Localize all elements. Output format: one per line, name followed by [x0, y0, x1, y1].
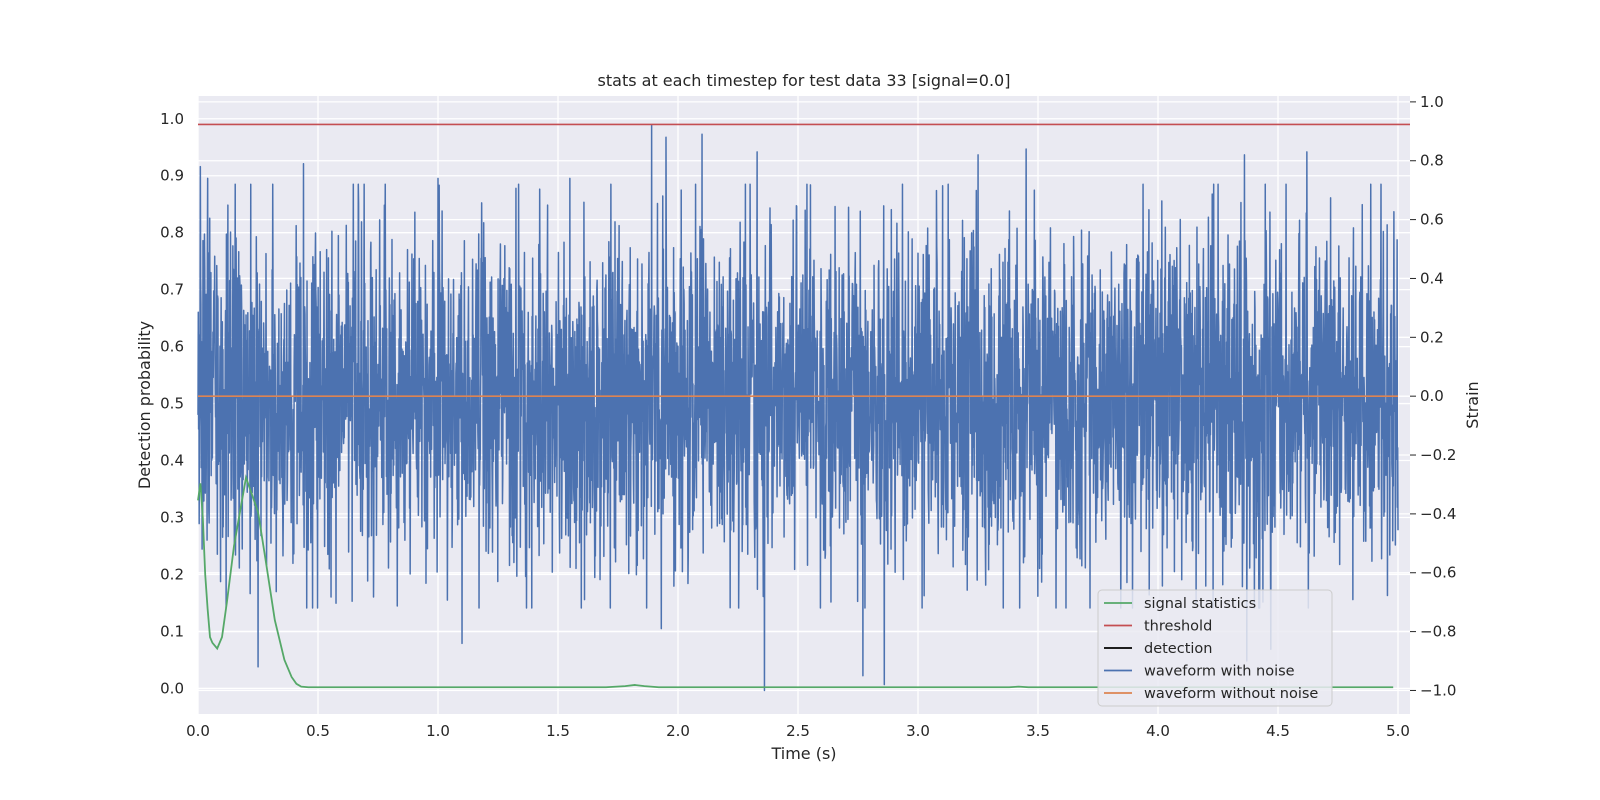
legend-label: threshold — [1144, 619, 1212, 635]
y-right-tick-label: 0.0 — [1420, 387, 1444, 405]
x-tick-label: 4.5 — [1266, 722, 1290, 740]
y-left-tick-label: 0.7 — [160, 281, 184, 299]
x-tick-label: 0.0 — [186, 722, 210, 740]
legend-item: waveform without noise — [1104, 686, 1318, 702]
x-tick-label: 0.5 — [306, 722, 330, 740]
x-tick-label: 5.0 — [1386, 722, 1410, 740]
series-signal-statistics — [197, 474, 1394, 689]
y-left-tick-label: 0.8 — [160, 224, 184, 242]
x-tick-label: 3.0 — [906, 722, 930, 740]
legend-item: detection — [1104, 641, 1212, 657]
x-tick-label: 1.0 — [426, 722, 450, 740]
y-left-tick-label: 0.6 — [160, 338, 184, 356]
x-tick-label: 3.5 — [1026, 722, 1050, 740]
x-tick-label: 4.0 — [1146, 722, 1170, 740]
y-left-tick-label: 0.4 — [160, 452, 184, 470]
y-right-tick-label: −0.6 — [1420, 564, 1456, 582]
y-left-tick-label: 0.1 — [160, 622, 184, 640]
y-left-tick-label: 0.0 — [160, 679, 184, 697]
y-left-tick-label: 0.2 — [160, 565, 184, 583]
x-tick-label: 1.5 — [546, 722, 570, 740]
chart-title: stats at each timestep for test data 33 … — [598, 71, 1011, 90]
legend-label: waveform without noise — [1144, 686, 1318, 702]
series-waveform-with-noise — [197, 124, 1399, 692]
y-right-tick-label: −0.4 — [1420, 505, 1456, 523]
y-right-tick-label: 0.6 — [1420, 211, 1444, 229]
legend-label: detection — [1144, 641, 1212, 657]
y-left-tick-label: 0.3 — [160, 508, 184, 526]
y-axis-label-right: Strain — [1463, 381, 1482, 428]
legend-label: signal statistics — [1144, 596, 1256, 612]
legend-item: threshold — [1104, 619, 1212, 635]
legend-item: signal statistics — [1104, 596, 1256, 612]
x-tick-label: 2.5 — [786, 722, 810, 740]
legend-label: waveform with noise — [1144, 664, 1295, 680]
y-right-tick-label: 0.8 — [1420, 152, 1444, 170]
ticks: 0.0 0.5 1.0 1.5 2.0 2.5 3.0 3.5 4.0 4.5 5.0 0.0 0.1 0… — [160, 93, 1456, 740]
y-left-tick-label: 0.5 — [160, 395, 184, 413]
y-right-tick-label: −1.0 — [1420, 681, 1456, 699]
x-axis-label: Time (s) — [770, 744, 836, 763]
legend: signal statistics threshold detection wavef… — [1097, 589, 1333, 707]
x-tick-label: 2.0 — [666, 722, 690, 740]
y-right-tick-label: 0.4 — [1420, 269, 1444, 287]
y-left-tick-label: 1.0 — [160, 110, 184, 128]
y-right-tick-label: −0.8 — [1420, 623, 1456, 641]
legend-box — [1097, 589, 1333, 707]
y-right-tick-label: −0.2 — [1420, 446, 1456, 464]
y-left-tick-label: 0.9 — [160, 167, 184, 185]
y-right-tick-label: 0.2 — [1420, 328, 1444, 346]
y-axis-label-left: Detection probability — [135, 321, 154, 489]
legend-item: waveform with noise — [1104, 664, 1295, 680]
series-layer — [197, 123, 1410, 692]
y-right-tick-label: 1.0 — [1420, 93, 1444, 111]
